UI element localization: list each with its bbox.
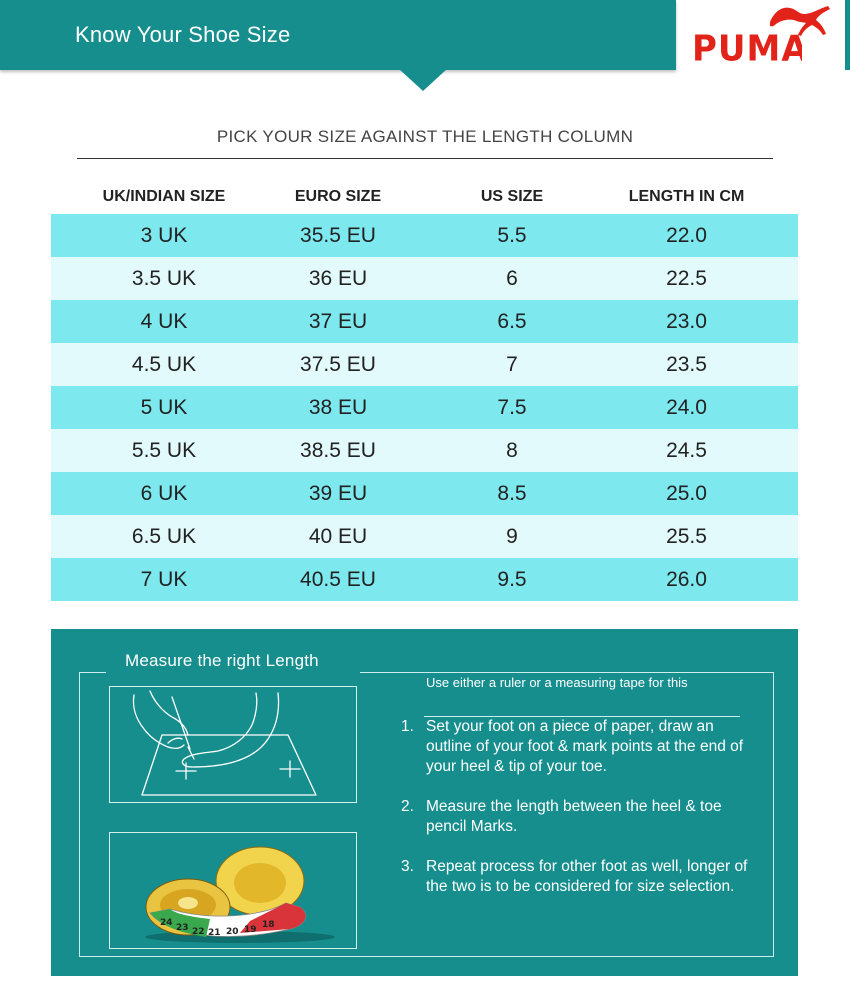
- svg-text:21: 21: [208, 928, 221, 938]
- svg-text:22: 22: [192, 927, 205, 937]
- cell-uk-size: 4.5 UK: [131, 352, 197, 376]
- page-title: Know Your Shoe Size: [75, 22, 291, 47]
- step-item: 3. Repeat process for other foot as well…: [401, 857, 761, 897]
- cell-us-size: 7.5: [497, 395, 527, 419]
- cell-us-size: 6.5: [497, 309, 527, 333]
- measure-panel: Measure the right Length: [51, 629, 798, 976]
- table-row: 4 UK 37 EU 6.5 23.0: [51, 300, 798, 343]
- step-number: 2.: [401, 798, 414, 815]
- measuring-tape-icon: 24 23 22 21 20 19 18: [145, 846, 335, 943]
- cell-uk-size: 4 UK: [140, 309, 188, 333]
- cell-euro-size: 39 EU: [308, 481, 368, 505]
- cell-us-size: 5.5: [497, 223, 527, 247]
- cell-us-size: 9: [506, 524, 518, 548]
- foot-drawing-image: [109, 686, 357, 803]
- step-number: 1.: [401, 718, 414, 735]
- cell-us-size: 6: [506, 266, 518, 290]
- cell-uk-size: 5 UK: [140, 395, 188, 419]
- step-item: 2. Measure the length between the heel &…: [401, 797, 761, 837]
- cell-uk-size: 6.5 UK: [131, 524, 197, 548]
- header-right-strip: [845, 0, 850, 70]
- puma-wordmark-icon: PUMA: [692, 29, 808, 70]
- cell-euro-size: 37.5 EU: [300, 352, 376, 376]
- cell-uk-size: 5.5 UK: [131, 438, 197, 462]
- foot-drawing-icon: [132, 690, 317, 796]
- cell-length: 22.5: [666, 266, 707, 290]
- step-text: Repeat process for other foot as well, l…: [426, 858, 748, 895]
- cell-euro-size: 40.5 EU: [300, 567, 376, 591]
- cell-length: 25.5: [666, 524, 707, 548]
- col-header-euro: EURO SIZE: [294, 188, 382, 205]
- cell-uk-size: 3 UK: [140, 223, 188, 247]
- col-header-us: US SIZE: [480, 188, 544, 205]
- steps-list: 1. Set your foot on a piece of paper, dr…: [401, 717, 761, 917]
- table-row: 3 UK 35.5 EU 5.5 22.0: [51, 214, 798, 257]
- cell-uk-size: 3.5 UK: [131, 266, 197, 290]
- svg-text:23: 23: [176, 923, 189, 933]
- pick-size-instruction: PICK YOUR SIZE AGAINST THE LENGTH COLUMN: [216, 127, 634, 146]
- table-body: 3 UK 35.5 EU 5.5 22.0 3.5 UK 36 EU 6 22.5 4 UK 37…: [51, 214, 798, 601]
- cell-length: 25.0: [666, 481, 707, 505]
- table-row: 5 UK 38 EU 7.5 24.0: [51, 386, 798, 429]
- cell-euro-size: 38.5 EU: [300, 438, 376, 462]
- svg-text:18: 18: [262, 920, 275, 930]
- cell-us-size: 9.5: [497, 567, 527, 591]
- cell-us-size: 8.5: [497, 481, 527, 505]
- logo-wordmark: PUMA: [692, 29, 808, 73]
- measure-frame: [79, 672, 774, 957]
- cell-euro-size: 40 EU: [308, 524, 368, 548]
- cell-length: 22.0: [666, 223, 707, 247]
- cell-uk-size: 7 UK: [140, 567, 188, 591]
- cell-us-size: 7: [506, 352, 518, 376]
- divider: [77, 158, 773, 159]
- brand-logo: PUMA: [678, 0, 844, 70]
- instruction-heading: Use either a ruler or a measuring tape f…: [426, 675, 688, 690]
- cell-length: 23.5: [666, 352, 707, 376]
- table-row: 5.5 UK 38.5 EU 8 24.5: [51, 429, 798, 472]
- measuring-tape-image: 24 23 22 21 20 19 18: [109, 832, 357, 949]
- table-row: 6.5 UK 40 EU 9 25.5: [51, 515, 798, 558]
- header-bar: Know Your Shoe Size: [0, 0, 676, 70]
- table-row: 7 UK 40.5 EU 9.5 26.0: [51, 558, 798, 601]
- col-header-length: LENGTH IN CM: [628, 188, 745, 205]
- puma-cat-icon: [770, 6, 830, 36]
- table-row: 6 UK 39 EU 8.5 25.0: [51, 472, 798, 515]
- cell-uk-size: 6 UK: [140, 481, 188, 505]
- cell-length: 24.0: [666, 395, 707, 419]
- size-chart-table: UK/INDIAN SIZE EURO SIZE US SIZE LENGTH …: [51, 180, 798, 601]
- table-row: 3.5 UK 36 EU 6 22.5: [51, 257, 798, 300]
- svg-text:19: 19: [244, 925, 257, 935]
- step-text: Set your foot on a piece of paper, draw …: [426, 718, 744, 775]
- cell-euro-size: 35.5 EU: [300, 223, 376, 247]
- cell-length: 24.5: [666, 438, 707, 462]
- divider: [424, 716, 740, 717]
- cell-euro-size: 38 EU: [308, 395, 368, 419]
- svg-text:24: 24: [160, 918, 173, 928]
- cell-euro-size: 37 EU: [308, 309, 368, 333]
- header-notch: [399, 69, 447, 91]
- svg-text:PUMA: PUMA: [692, 29, 802, 65]
- col-header-uk: UK/INDIAN SIZE: [102, 188, 226, 205]
- svg-text:20: 20: [226, 927, 239, 937]
- cell-length: 23.0: [666, 309, 707, 333]
- cell-us-size: 8: [506, 438, 518, 462]
- cell-euro-size: 36 EU: [308, 266, 368, 290]
- step-item: 1. Set your foot on a piece of paper, dr…: [401, 717, 761, 777]
- cell-length: 26.0: [666, 567, 707, 591]
- step-number: 3.: [401, 858, 414, 875]
- table-header: UK/INDIAN SIZE EURO SIZE US SIZE LENGTH …: [51, 180, 798, 214]
- table-row: 4.5 UK 37.5 EU 7 23.5: [51, 343, 798, 386]
- measure-title: Measure the right Length: [125, 651, 319, 670]
- step-text: Measure the length between the heel & to…: [426, 798, 722, 835]
